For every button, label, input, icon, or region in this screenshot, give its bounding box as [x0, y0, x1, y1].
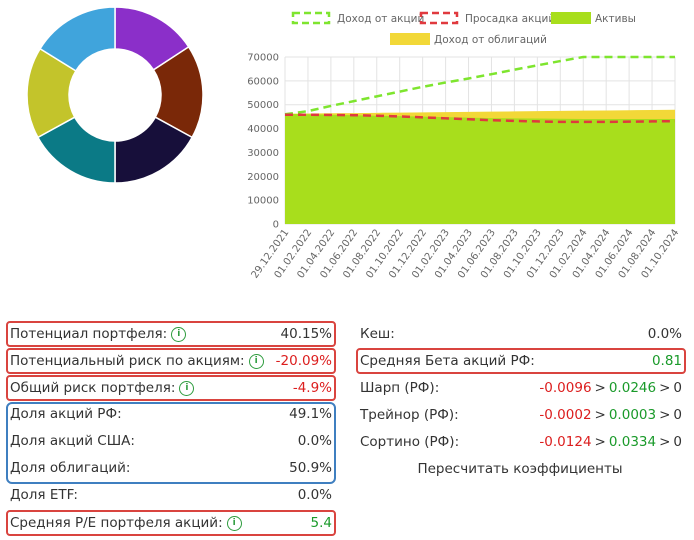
highlight-beta [356, 348, 686, 374]
info-icon[interactable]: i [171, 326, 187, 342]
sharpe-label: Шарп (РФ): [360, 380, 440, 396]
y-tick-label: 70000 [247, 53, 279, 64]
y-tick-label: 20000 [247, 172, 279, 183]
equity-risk-label: Потенциальный риск по акциям: [10, 353, 245, 369]
sharpe-row: Шарп (РФ): -0.0096 >0.0246 >0 [356, 375, 686, 401]
total-risk-row: Общий риск портфеля: i -4.9% [6, 375, 336, 401]
legend-label[interactable]: Просадка акций [465, 13, 555, 25]
y-tick-label: 50000 [247, 100, 279, 111]
share-etf-value: 0.0% [297, 487, 332, 503]
sortino-row: Сортино (РФ): -0.0124 >0.0334 >0 [356, 429, 686, 455]
share-bonds-value: 50.9% [289, 460, 332, 476]
info-icon[interactable]: i [248, 353, 264, 369]
treynor-label: Трейнор (РФ): [360, 407, 459, 423]
potential-label: Потенциал портфеля: [10, 326, 168, 342]
sharpe-zero: 0 [673, 380, 682, 396]
gt-sign: > [659, 380, 671, 396]
beta-label: Средняя Бета акций РФ: [360, 353, 535, 369]
beta-row: Средняя Бета акций РФ: 0.81 [356, 348, 686, 374]
potential-row: Потенциал портфеля: i 40.15% [6, 321, 336, 347]
sortino-label: Сортино (РФ): [360, 434, 460, 450]
legend-swatch [390, 33, 430, 45]
info-icon[interactable]: i [179, 380, 195, 396]
series-line [285, 113, 676, 124]
potential-value: 40.15% [280, 326, 332, 342]
sortino-threshold: 0.0334 [608, 434, 657, 450]
share-ru-value: 49.1% [289, 406, 332, 422]
gt-sign: > [594, 434, 606, 450]
gt-sign: > [659, 407, 671, 423]
beta-value: 0.81 [651, 353, 682, 369]
share-ru-label: Доля акций РФ: [10, 406, 122, 422]
legend-swatch [551, 12, 591, 24]
y-tick-label: 40000 [247, 124, 279, 135]
series-area-assets [285, 113, 675, 224]
y-tick-label: 60000 [247, 76, 279, 87]
legend-label[interactable]: Доход от акций [337, 13, 424, 25]
gt-sign: > [594, 407, 606, 423]
treynor-threshold: 0.0003 [608, 407, 657, 423]
treynor-value: -0.0002 [539, 407, 592, 423]
share-ru-row: Доля акций РФ: 49.1% [6, 401, 336, 427]
cash-row: Кеш: 0.0% [356, 321, 686, 347]
portfolio-line-chart: Доход от акций Просадка акций Активы Доход … [247, 11, 681, 281]
highlight-potential [6, 321, 336, 347]
total-risk-value: -4.9% [292, 380, 332, 396]
legend-label[interactable]: Активы [595, 13, 636, 25]
series-line [284, 55, 675, 116]
portfolio-donut-chart [26, 6, 204, 184]
gt-sign: > [594, 380, 606, 396]
pe-value: 5.4 [310, 515, 332, 531]
y-tick-label: 30000 [247, 148, 279, 159]
highlight-pe [6, 510, 336, 536]
sharpe-value: -0.0096 [539, 380, 592, 396]
y-tick-label: 10000 [247, 196, 279, 207]
total-risk-label: Общий риск портфеля: [10, 380, 176, 396]
equity-risk-value: -20.09% [275, 353, 332, 369]
y-tick-label: 0 [273, 220, 279, 231]
legend-label[interactable]: Доход от облигаций [434, 34, 547, 46]
highlight-allocation [6, 402, 336, 484]
share-us-row: Доля акций США: 0.0% [6, 428, 336, 454]
equity-risk-row: Потенциальный риск по акциям: i -20.09% [6, 348, 336, 374]
sortino-value: -0.0124 [539, 434, 592, 450]
treynor-zero: 0 [673, 407, 682, 423]
share-bonds-row: Доля облигаций: 50.9% [6, 455, 336, 481]
info-icon[interactable]: i [226, 515, 242, 531]
highlight-total-risk [6, 375, 336, 401]
pe-row: Средняя P/E портфеля акций: i 5.4 [6, 510, 336, 536]
legend-swatch [419, 11, 459, 25]
donut-segment-6 [39, 6, 116, 72]
treynor-row: Трейнор (РФ): -0.0002 >0.0003 >0 [356, 402, 686, 428]
recalculate-ratios-button[interactable]: Пересчитать коэффициенты [417, 461, 623, 477]
share-etf-row: Доля ETF: 0.0% [6, 482, 336, 508]
share-us-value: 0.0% [297, 433, 332, 449]
gt-sign: > [659, 434, 671, 450]
highlight-equity-risk [6, 348, 336, 374]
sortino-zero: 0 [673, 434, 682, 450]
sharpe-threshold: 0.0246 [608, 380, 657, 396]
share-bonds-label: Доля облигаций: [10, 460, 131, 476]
share-etf-label: Доля ETF: [10, 487, 78, 503]
share-us-label: Доля акций США: [10, 433, 135, 449]
legend-swatch [291, 11, 331, 25]
cash-value: 0.0% [647, 326, 682, 342]
cash-label: Кеш: [360, 326, 395, 342]
pe-label: Средняя P/E портфеля акций: [10, 515, 223, 531]
